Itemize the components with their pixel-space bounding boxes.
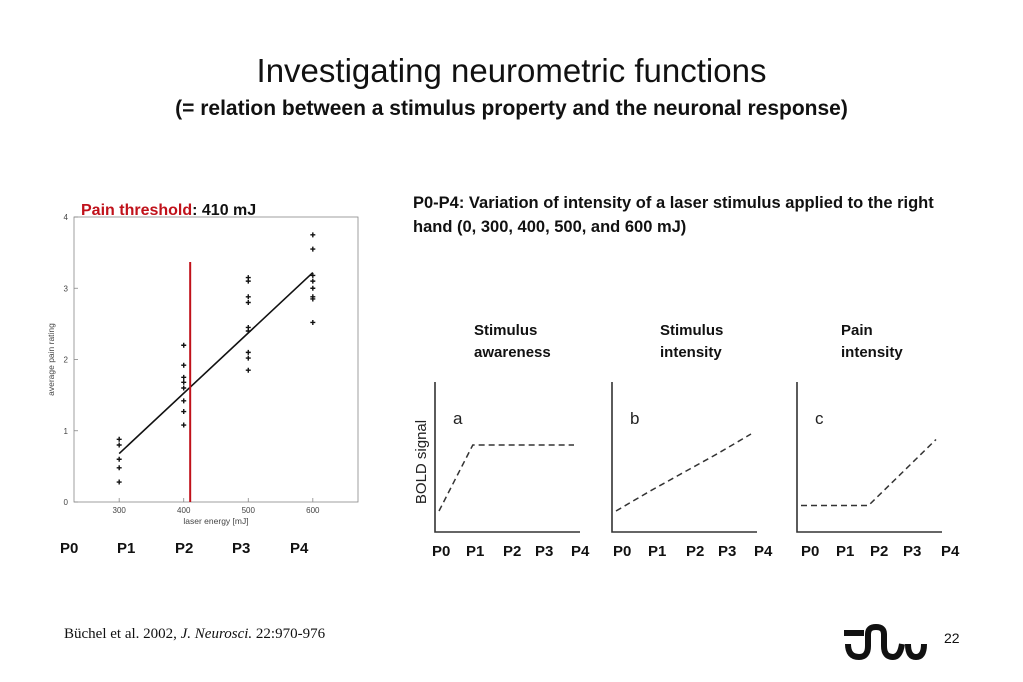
panel-b-p-label-p3: P3 xyxy=(718,543,737,560)
panel-b-p-label-p4: P4 xyxy=(754,543,773,560)
panel-letter-c: c xyxy=(815,409,824,428)
panel-a-p-label-p0: P0 xyxy=(432,543,451,560)
pain-rating-scatter-chart: 0 1 2 3 4 300 400 500 600 laser energy [mJ] averag… xyxy=(46,213,359,526)
citation-journal: J. Neurosci. xyxy=(180,626,253,642)
x-tick-label: 500 xyxy=(242,506,256,515)
panel-letter-b: b xyxy=(630,409,639,428)
panel-c-p-label-p2: P2 xyxy=(870,543,889,560)
x-tick-label: 400 xyxy=(177,506,191,515)
panel-c-p-label-p3: P3 xyxy=(903,543,922,560)
data-point xyxy=(116,436,122,442)
pain-threshold-label: Pain threshold: 410 mJ xyxy=(81,202,256,220)
y-tick-label: 4 xyxy=(64,213,69,222)
x-axis-label: laser energy [mJ] xyxy=(183,516,248,526)
y-tick-label: 3 xyxy=(64,284,69,293)
panel-letter-a: a xyxy=(453,409,463,428)
data-point xyxy=(310,278,316,284)
panel-c-p-label-p1: P1 xyxy=(836,543,855,560)
x-tick-label: 600 xyxy=(306,506,320,515)
data-point xyxy=(245,278,251,284)
panel-b-p-label-p2: P2 xyxy=(686,543,705,560)
data-point xyxy=(181,385,187,391)
data-point xyxy=(181,379,187,385)
panel-c-p-label-p4: P4 xyxy=(941,543,960,560)
data-point xyxy=(181,398,187,404)
panel-curve-a xyxy=(438,444,574,512)
panel-b-p-label-p1: P1 xyxy=(648,543,667,560)
p-label-p3: P3 xyxy=(232,540,251,557)
panel-c-p-label-p0: P0 xyxy=(801,543,820,560)
panel-axes-c xyxy=(796,382,942,533)
p-label-p4: P4 xyxy=(290,540,309,557)
citation-authors: Büchel et al. 2002, xyxy=(64,626,181,642)
data-point xyxy=(181,422,187,428)
panel-curve-c xyxy=(801,438,937,507)
y-tick-label: 2 xyxy=(64,356,69,365)
panel-a-p-label-p2: P2 xyxy=(503,543,522,560)
data-point xyxy=(310,272,316,278)
data-point xyxy=(116,479,122,485)
panel-heading-c: Pain intensity xyxy=(841,322,903,361)
page-number: 22 xyxy=(944,630,960,646)
data-point xyxy=(310,285,316,291)
university-logo xyxy=(844,624,927,661)
slide-subtitle: (= relation between a stimulus property … xyxy=(175,97,848,120)
data-point xyxy=(116,465,122,471)
panel-heading-a: Stimulus awareness xyxy=(474,322,551,361)
panel-heading-b: Stimulus intensity xyxy=(660,322,724,361)
data-point xyxy=(116,456,122,462)
y-tick-label: 0 xyxy=(64,498,69,507)
panel-axes-a xyxy=(434,382,580,533)
data-point xyxy=(245,355,251,361)
data-point xyxy=(181,374,187,380)
panel-a-p-label-p4: P4 xyxy=(571,543,590,560)
plot-frame xyxy=(73,216,359,503)
x-tick-label: 300 xyxy=(113,506,127,515)
y-axis-label: average pain rating xyxy=(46,323,56,396)
panel-curve-b xyxy=(615,433,752,512)
data-point xyxy=(181,362,187,368)
panel-a-p-label-p1: P1 xyxy=(466,543,485,560)
data-point xyxy=(310,296,316,302)
stimulus-description: P0-P4: Variation of intensity of a laser… xyxy=(413,194,934,236)
data-point xyxy=(245,300,251,305)
p-label-p0: P0 xyxy=(60,540,79,557)
p-label-p1: P1 xyxy=(117,540,136,557)
data-point xyxy=(310,319,316,325)
citation-pages: 22:970-976 xyxy=(252,626,326,642)
fit-line xyxy=(118,271,314,455)
data-point xyxy=(245,367,251,373)
data-point xyxy=(310,246,316,252)
pain-threshold-value: : 410 mJ xyxy=(192,202,257,219)
bold-axis-label: BOLD signal xyxy=(413,420,430,504)
data-point xyxy=(245,294,251,300)
slide-title: Investigating neurometric functions xyxy=(256,52,767,89)
p-label-p2: P2 xyxy=(175,540,194,557)
bold-signal-panels: BOLD signal a b c xyxy=(413,382,942,533)
data-point xyxy=(116,442,122,448)
y-tick-label: 1 xyxy=(64,427,69,436)
panel-axes-b xyxy=(611,382,757,533)
citation: Büchel et al. 2002, J. Neurosci. 22:970-… xyxy=(64,626,325,643)
data-point xyxy=(245,349,251,355)
data-point xyxy=(181,342,187,348)
pain-threshold-text: Pain threshold xyxy=(81,202,193,219)
panel-b-p-label-p0: P0 xyxy=(613,543,632,560)
panel-a-p-label-p3: P3 xyxy=(535,543,554,560)
data-point xyxy=(181,409,187,415)
data-point xyxy=(310,232,316,238)
